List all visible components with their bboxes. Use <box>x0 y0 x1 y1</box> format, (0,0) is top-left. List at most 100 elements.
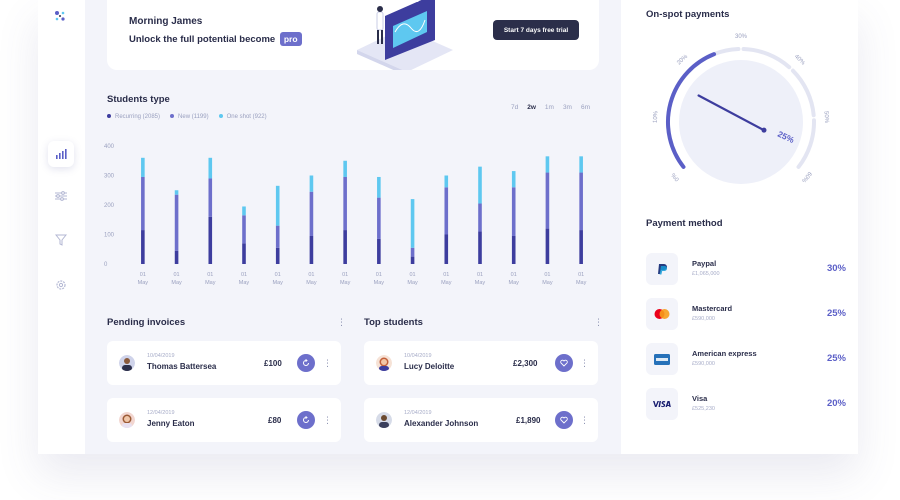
range-1m[interactable]: 1m <box>544 104 554 111</box>
paypal-icon <box>646 253 678 285</box>
bar-segment[interactable] <box>343 176 347 231</box>
bar-segment[interactable] <box>579 156 583 173</box>
payment-name: American express <box>692 349 757 358</box>
y-tick-label: 0 <box>104 262 108 268</box>
bar-segment[interactable] <box>377 176 381 198</box>
payment-row-visa[interactable]: Visa £525,230 20% <box>646 388 846 420</box>
pending-more-icon[interactable]: ⋮ <box>337 317 346 327</box>
x-tick-label: May <box>475 280 486 286</box>
filter-icon <box>55 234 67 246</box>
nav-filter[interactable] <box>48 227 74 253</box>
range-selector: 7d 2w 1m 3m 6m <box>511 104 590 111</box>
bar-segment[interactable] <box>511 171 516 188</box>
x-tick-label: 01 <box>443 272 449 278</box>
bar-segment[interactable] <box>242 206 246 216</box>
student-card[interactable]: 12/04/2019 Alexander Johnson £1,890 ⋮ <box>364 398 598 442</box>
invoice-card[interactable]: 12/04/2019 Jenny Eaton £80 ⋮ <box>107 398 341 442</box>
gauge-label: 40% <box>793 54 806 67</box>
row-more-icon[interactable]: ⋮ <box>323 415 332 425</box>
payment-method-title: Payment method <box>646 218 723 229</box>
invoice-card[interactable]: 10/04/2019 Thomas Battersea £100 ⋮ <box>107 341 341 385</box>
favorite-button[interactable] <box>555 411 573 429</box>
bar-segment[interactable] <box>579 172 583 231</box>
top-students-more-icon[interactable]: ⋮ <box>594 317 603 327</box>
bar-segment[interactable] <box>141 230 145 264</box>
nav-settings-sliders[interactable] <box>48 183 74 209</box>
gauge-label: 20% <box>676 53 689 66</box>
range-6m[interactable]: 6m <box>580 104 590 111</box>
bar-segment[interactable] <box>410 256 415 264</box>
students-bar-chart: 400 300 200 100 0 01 May 01 May 01 May 01 May 01 May 01… <box>104 144 587 286</box>
gauge-face <box>679 60 803 184</box>
x-tick-label: 01 <box>342 272 348 278</box>
bar-segment[interactable] <box>343 160 347 177</box>
bar-segment[interactable] <box>545 172 550 229</box>
bar-segment[interactable] <box>174 190 179 195</box>
student-name: Alexander Johnson <box>404 419 479 428</box>
bar-segment[interactable] <box>579 230 583 264</box>
bar-segment[interactable] <box>511 187 516 236</box>
resend-button[interactable] <box>297 411 315 429</box>
gear-icon <box>56 280 66 290</box>
range-3m[interactable]: 3m <box>562 104 572 111</box>
x-tick-label: 01 <box>544 272 550 278</box>
bar-segment[interactable] <box>174 194 179 251</box>
bar-segment[interactable] <box>208 157 213 179</box>
bar-segment[interactable] <box>141 176 145 231</box>
y-tick-label: 200 <box>104 203 115 209</box>
range-2w[interactable]: 2w <box>527 104 536 111</box>
row-more-icon[interactable]: ⋮ <box>580 415 589 425</box>
bar-segment[interactable] <box>242 215 246 244</box>
refresh-icon <box>303 416 309 423</box>
bar-segment[interactable] <box>377 197 381 239</box>
bar-segment[interactable] <box>174 250 179 264</box>
payment-row-mastercard[interactable]: Mastercard £590,000 25% <box>646 298 846 330</box>
bar-segment[interactable] <box>410 199 415 248</box>
bar-segment[interactable] <box>208 178 213 217</box>
nav-settings[interactable] <box>48 272 74 298</box>
bar-segment[interactable] <box>309 235 314 264</box>
bar-segment[interactable] <box>478 166 482 204</box>
bar-segment[interactable] <box>208 216 213 264</box>
bar-segment[interactable] <box>141 157 145 177</box>
gauge-segment <box>790 68 816 118</box>
student-card[interactable]: 10/04/2019 Lucy Deloitte £2,300 ⋮ <box>364 341 598 385</box>
nav-analytics[interactable] <box>48 141 74 167</box>
bar-segment[interactable] <box>444 234 449 265</box>
bar-segment[interactable] <box>309 175 314 192</box>
favorite-button[interactable] <box>555 354 573 372</box>
bar-segment[interactable] <box>410 247 415 257</box>
bar-segment[interactable] <box>545 156 550 173</box>
dashboard-app: Morning James Unlock the full potential … <box>38 0 858 454</box>
bar-segment[interactable] <box>309 191 314 236</box>
payment-row-amex[interactable]: American express £590,000 25% <box>646 343 846 375</box>
start-trial-button[interactable]: Start 7 days free trial <box>493 20 579 40</box>
bar-segment[interactable] <box>545 228 550 264</box>
x-tick-label: 01 <box>275 272 281 278</box>
row-more-icon[interactable]: ⋮ <box>323 358 332 368</box>
bar-segment[interactable] <box>444 175 449 188</box>
x-tick-label: 01 <box>207 272 213 278</box>
gauge-segment <box>741 47 792 70</box>
bar-segment[interactable] <box>343 230 347 264</box>
bar-segment[interactable] <box>444 187 449 235</box>
bar-chart-icon <box>56 149 67 159</box>
bar-segment[interactable] <box>478 203 482 232</box>
bar-segment[interactable] <box>377 238 381 264</box>
row-more-icon[interactable]: ⋮ <box>580 358 589 368</box>
bar-segment[interactable] <box>478 231 482 264</box>
resend-button[interactable] <box>297 354 315 372</box>
bar-segment[interactable] <box>511 235 516 264</box>
student-date: 10/04/2019 <box>404 353 432 359</box>
legend-dot <box>170 114 175 119</box>
bar-segment[interactable] <box>242 243 246 264</box>
range-7d[interactable]: 7d <box>511 104 519 111</box>
y-tick-label: 400 <box>104 144 115 150</box>
x-tick-label: May <box>171 280 182 286</box>
payment-row-paypal[interactable]: Paypal £1,065,000 30% <box>646 253 846 285</box>
bar-segment[interactable] <box>275 225 280 248</box>
payment-name: Paypal <box>692 259 717 268</box>
bar-segment[interactable] <box>275 247 280 264</box>
bar-segment[interactable] <box>275 185 280 226</box>
x-tick-label: May <box>340 280 351 286</box>
